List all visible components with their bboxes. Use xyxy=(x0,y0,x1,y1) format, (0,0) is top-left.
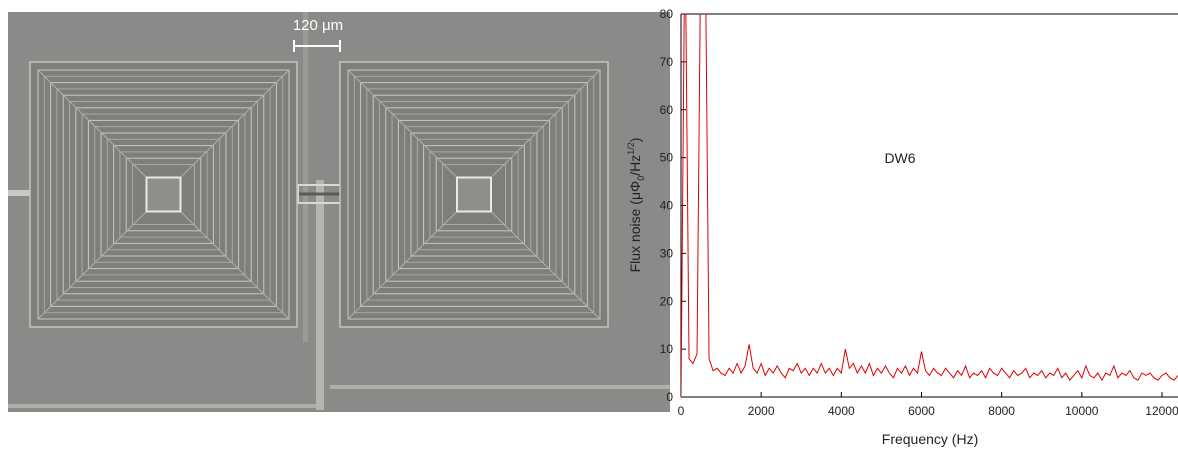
x-tick-label: 0 xyxy=(678,404,685,418)
coil-diagonal xyxy=(491,69,601,177)
y-label-sub: 0 xyxy=(636,176,646,181)
lead xyxy=(8,404,318,408)
coil-turn xyxy=(50,82,277,307)
micrograph: 120 μm xyxy=(8,12,670,412)
coil-diagonal xyxy=(347,212,457,320)
y-label-part: ) xyxy=(627,138,643,143)
coil-turn xyxy=(100,132,227,257)
coil-turn xyxy=(391,113,557,276)
x-tick-label: 4000 xyxy=(828,404,855,418)
x-tick-label: 8000 xyxy=(988,404,1015,418)
x-tick-label: 2000 xyxy=(748,404,775,418)
coil-turn xyxy=(353,75,595,314)
coil-turn xyxy=(62,94,265,295)
coil-turn xyxy=(69,101,258,288)
coil-turn xyxy=(372,94,576,295)
coil-turn xyxy=(125,157,202,232)
coil-turn xyxy=(119,151,208,238)
coil-turn xyxy=(56,88,271,301)
y-label-sup: 1/2 xyxy=(626,142,636,155)
coil-turn xyxy=(360,82,588,307)
lead xyxy=(8,190,32,196)
coil-turn xyxy=(442,164,506,225)
coil-turn xyxy=(132,164,195,225)
coil-turn xyxy=(113,145,214,244)
y-axis-label: Flux noise (μΦ0/Hz1/2) xyxy=(626,138,646,273)
coil-turn xyxy=(404,126,544,263)
coil-turn xyxy=(429,151,519,238)
coil-diagonal xyxy=(347,69,457,177)
coil-turn xyxy=(379,101,569,288)
coil-turn xyxy=(435,157,513,232)
lead xyxy=(303,12,308,342)
x-tick-label: 6000 xyxy=(908,404,935,418)
x-tick-label: 12000 xyxy=(1145,404,1178,418)
x-tick-label: 10000 xyxy=(1065,404,1099,418)
coil-turn xyxy=(37,69,290,320)
coil-turn xyxy=(81,113,246,276)
coil-turn xyxy=(366,88,582,301)
coil-diagonal xyxy=(37,69,146,177)
coil-turn xyxy=(347,69,601,320)
y-label-part: Flux noise (μΦ xyxy=(627,181,643,273)
coil-diagonal xyxy=(491,212,601,320)
lead xyxy=(330,385,670,389)
coil-turn xyxy=(416,138,532,251)
y-tick-label: 70 xyxy=(660,55,674,69)
coil-turn xyxy=(423,145,525,244)
coil-turn xyxy=(94,126,233,263)
coil-turn xyxy=(385,107,563,282)
annotation: DW6 xyxy=(884,150,915,166)
coil-turn xyxy=(75,107,252,282)
y-tick-label: 40 xyxy=(660,199,674,213)
y-tick-label: 80 xyxy=(660,7,674,21)
y-tick-label: 20 xyxy=(660,294,674,308)
coil-turn xyxy=(410,132,538,257)
coil-diagonal xyxy=(181,69,290,177)
y-tick-label: 0 xyxy=(666,390,673,404)
coil-turn xyxy=(397,119,551,270)
x-axis-label: Frequency (Hz) xyxy=(882,431,978,447)
y-label-part: /Hz xyxy=(627,155,643,176)
coil-turn xyxy=(87,119,240,270)
lead xyxy=(316,180,324,410)
y-tick-label: 30 xyxy=(660,246,674,260)
coil-turn xyxy=(106,138,221,251)
coil-diagonal xyxy=(181,212,290,320)
coil-diagonal xyxy=(37,212,146,320)
y-tick-label: 50 xyxy=(660,151,674,165)
coil-turn xyxy=(43,75,284,314)
coil-pad xyxy=(456,176,492,213)
coil-pad xyxy=(145,176,182,213)
noise-line xyxy=(681,14,1178,397)
y-tick-label: 10 xyxy=(660,342,674,356)
y-tick-label: 60 xyxy=(660,103,674,117)
scale-label: 120 μm xyxy=(293,17,343,34)
